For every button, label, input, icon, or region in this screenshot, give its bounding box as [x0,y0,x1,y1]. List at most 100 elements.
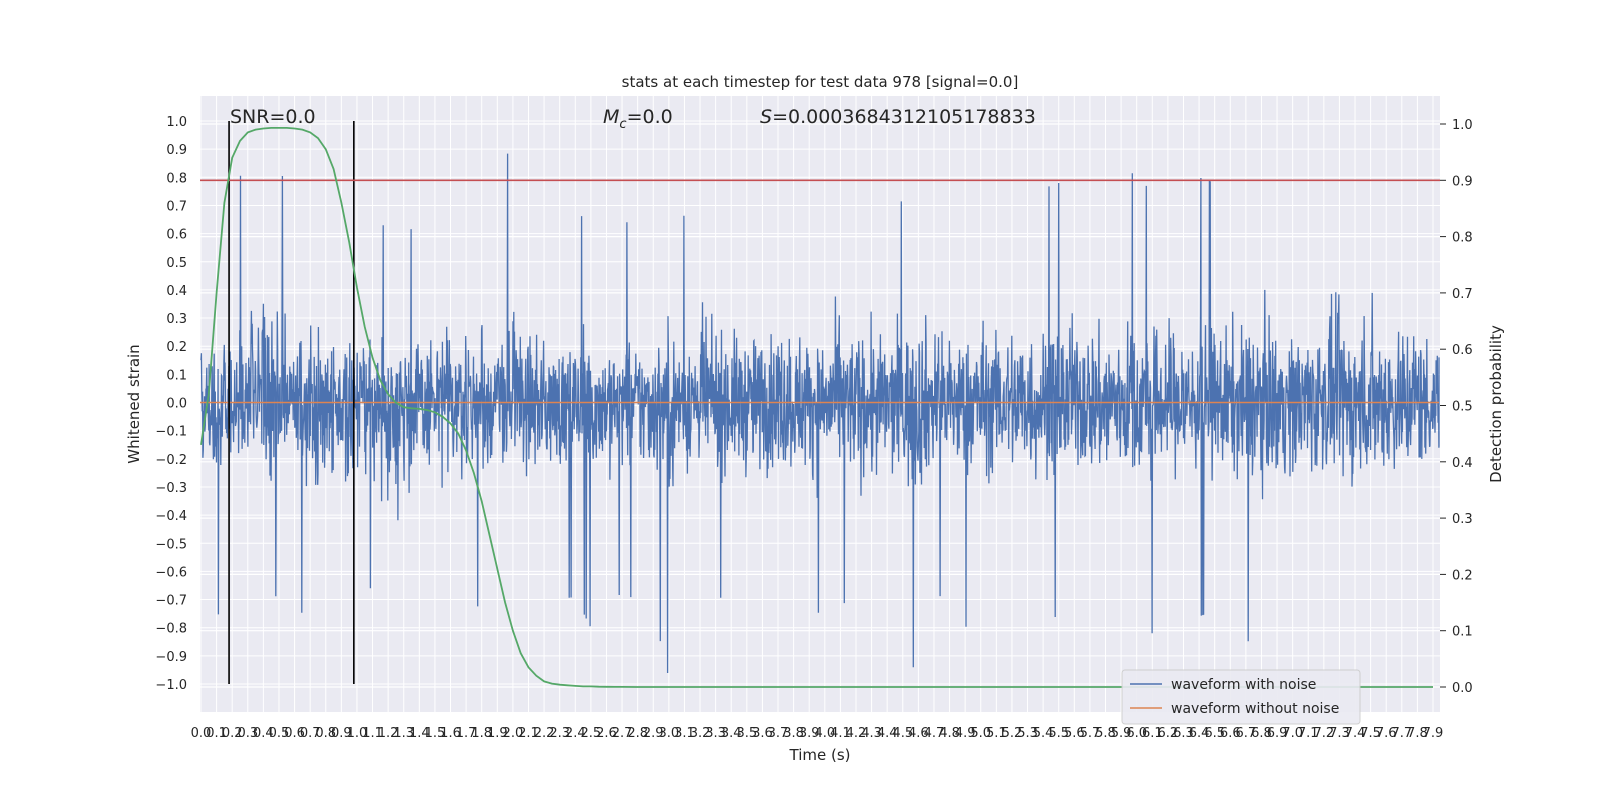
x-tick-label: 2.2 [534,726,555,741]
x-tick-label: 1.1 [362,726,383,741]
y-tick-label: 0.3 [166,312,187,327]
y-tick-label: 0.2 [166,340,187,355]
x-tick-label: 4.9 [955,726,976,741]
waveform-with-noise-line [200,153,1440,674]
x-tick-label: 4.8 [939,726,960,741]
x-tick-label: 5.0 [970,726,991,741]
x-tick-label: 2.4 [565,726,586,741]
x-tick-label: 5.6 [1064,726,1085,741]
x-tick-label: 3.3 [705,726,726,741]
y-tick-label: −1.0 [155,678,187,693]
x-tick-label: 0.4 [253,726,274,741]
x-tick-label: 7.2 [1313,726,1334,741]
x-tick-label: 1.4 [409,726,430,741]
x-tick-label: 3.9 [799,726,820,741]
x-tick-label: 3.1 [674,726,695,741]
x-tick-label: 1.7 [456,726,477,741]
x-tick-label: 7.7 [1391,726,1412,741]
x-tick-label: 7.0 [1282,726,1303,741]
x-tick-label: 3.0 [659,726,680,741]
x-tick-label: 7.5 [1360,726,1381,741]
x-tick-label: 6.9 [1267,726,1288,741]
x-tick-label: 6.1 [1142,726,1163,741]
x-tick-label: 4.3 [861,726,882,741]
y-tick-label: −0.9 [155,650,187,665]
y-tick-label: 0.9 [166,143,187,158]
x-tick-label: 0.6 [284,726,305,741]
x-tick-label: 2.6 [596,726,617,741]
y-right-tick-label: 0.2 [1452,568,1473,583]
x-tick-label: 6.6 [1220,726,1241,741]
x-tick-label: 5.9 [1111,726,1132,741]
y-tick-label: 0.5 [166,256,187,271]
x-tick-label: 0.1 [206,726,227,741]
vertical-markers [228,121,355,684]
y-tick-label: 0.7 [166,199,187,214]
s-statistic-value: =0.0003684312105178833 [772,106,1036,128]
chirp-mass-annotation: Mc=0.0 [603,106,673,132]
x-ticks: 0.00.10.20.30.40.50.60.70.80.91.01.11.21… [191,726,1444,741]
y-tick-label: −0.5 [155,537,187,552]
x-tick-label: 1.0 [347,726,368,741]
x-tick-label: 6.8 [1251,726,1272,741]
x-tick-label: 0.0 [191,726,212,741]
y-right-tick-label: 0.3 [1452,512,1473,527]
x-tick-label: 2.3 [549,726,570,741]
y-tick-label: −0.4 [155,509,187,524]
x-tick-label: 2.5 [581,726,602,741]
y-tick-label: 0.1 [166,368,187,383]
x-tick-label: 7.3 [1329,726,1350,741]
legend-label-noise: waveform with noise [1171,677,1316,693]
x-tick-label: 0.3 [237,726,258,741]
x-tick-label: 1.5 [425,726,446,741]
x-tick-label: 0.8 [315,726,336,741]
x-tick-label: 0.5 [269,726,290,741]
series-waveform-with-noise [200,153,1440,674]
x-tick-label: 1.3 [393,726,414,741]
y-tick-label: −0.2 [155,453,187,468]
x-tick-label: 7.9 [1423,726,1444,741]
y-right-tick-label: 0.0 [1452,681,1473,696]
x-tick-label: 3.4 [721,726,742,741]
x-tick-label: 4.6 [908,726,929,741]
y-right-tick-label: 0.6 [1452,343,1473,358]
x-tick-label: 2.0 [503,726,524,741]
x-tick-label: 7.1 [1298,726,1319,741]
x-tick-label: 2.1 [518,726,539,741]
x-tick-label: 4.4 [877,726,898,741]
y-tick-label: −0.8 [155,622,187,637]
x-tick-label: 1.8 [471,726,492,741]
x-axis-label: Time (s) [789,746,851,764]
x-tick-label: 5.8 [1095,726,1116,741]
x-tick-label: 5.3 [1017,726,1038,741]
x-tick-label: 3.2 [690,726,711,741]
y-tick-label: 0.4 [166,284,187,299]
x-tick-label: 3.8 [783,726,804,741]
x-tick-label: 6.4 [1189,726,1210,741]
y-right-tick-label: 0.7 [1452,287,1473,302]
y-tick-label: −0.3 [155,481,187,496]
y-tick-label: 0.6 [166,228,187,243]
y-right-tick-label: 1.0 [1452,118,1473,133]
x-tick-label: 1.2 [378,726,399,741]
chirp-mass-value: =0.0 [627,106,673,128]
x-tick-label: 2.9 [643,726,664,741]
y-right-ticks: 1.0 0.9 0.8 0.7 0.6 0.5 0.4 0.3 0.2 0.1 0.0 [1440,118,1473,696]
legend-box [1121,669,1361,725]
x-tick-label: 4.1 [830,726,851,741]
y-tick-label: 0.8 [166,171,187,186]
x-tick-label: 5.5 [1048,726,1069,741]
series-detection-probability [200,127,1433,688]
x-tick-label: 3.6 [752,726,773,741]
x-tick-label: 4.0 [814,726,835,741]
x-tick-label: 0.9 [331,726,352,741]
detection-probability-line [200,127,1433,688]
legend: waveform with noise waveform without noi… [1121,669,1361,725]
y-axis-label: Whitened strain [125,344,143,463]
x-tick-label: 6.7 [1236,726,1257,741]
x-tick-label: 5.4 [1033,726,1054,741]
x-tick-label: 4.5 [892,726,913,741]
x-tick-label: 3.7 [768,726,789,741]
x-tick-label: 5.2 [1002,726,1023,741]
